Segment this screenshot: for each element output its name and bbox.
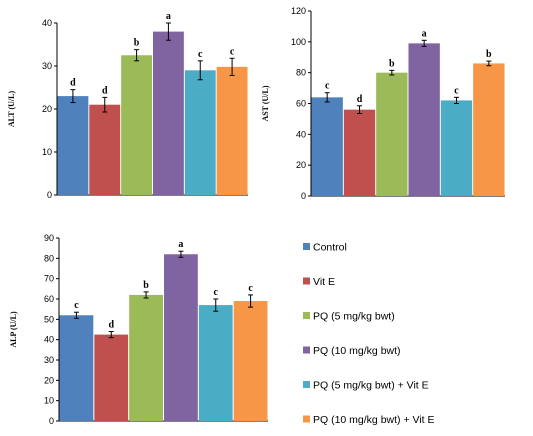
ast-bar-0 <box>311 97 343 196</box>
ast-significance-label-4: c <box>454 85 459 96</box>
ast-y-tick-label: 20 <box>296 160 306 170</box>
alp-bar-0 <box>59 315 94 421</box>
legend-label-4: PQ (5 mg/kg bwt) + Vit E <box>313 380 429 392</box>
alt-y-tick-label: 20 <box>42 104 52 114</box>
ast-significance-label-0: c <box>325 81 330 92</box>
legend-label-2: PQ (5 mg/kg bwt) <box>313 311 395 323</box>
alt-significance-label-5: c <box>230 46 235 57</box>
alp-y-tick-label: 40 <box>44 335 54 345</box>
alt-significance-label-2: b <box>134 38 140 49</box>
alt-bar-1 <box>89 104 121 195</box>
ast-bar-5 <box>473 63 505 196</box>
ast-y-tick-label: 60 <box>296 99 306 109</box>
ast-y-tick-label: 0 <box>301 191 306 201</box>
alt-y-tick-label: 0 <box>47 190 52 200</box>
alt-y-axis-label: ALT (U/L) <box>7 91 16 128</box>
alp-y-tick-label: 10 <box>44 396 54 406</box>
legend-swatch-2 <box>303 312 310 319</box>
legend-label-0: Control <box>313 242 347 254</box>
alt-bar-4 <box>184 70 216 195</box>
alt-bar-0 <box>57 96 89 195</box>
alp-significance-label-5: c <box>248 283 253 294</box>
alp-bar-5 <box>233 301 268 421</box>
ast-significance-label-2: b <box>389 58 395 69</box>
alp-y-tick-label: 50 <box>44 314 54 324</box>
ast-y-axis-label: AST (U/L) <box>261 85 270 121</box>
alp-y-tick-label: 90 <box>44 233 54 243</box>
alp-y-tick-label: 20 <box>44 375 54 385</box>
legend-label-3: PQ (10 mg/kg bwt) <box>313 345 401 357</box>
legend-swatch-1 <box>303 277 310 285</box>
ast-significance-label-1: d <box>357 94 363 105</box>
ast-y-tick-label: 120 <box>291 6 306 16</box>
alp-bar-4 <box>198 305 233 421</box>
alp-significance-label-4: c <box>214 287 219 298</box>
alt-y-tick-label: 30 <box>42 61 52 71</box>
legend-swatch-5 <box>303 415 310 423</box>
alt-y-tick-label: 40 <box>42 18 52 28</box>
ast-y-tick-label: 80 <box>296 68 306 78</box>
alp-y-tick-label: 0 <box>49 416 54 426</box>
legend-swatch-3 <box>303 346 310 354</box>
alp-significance-label-2: b <box>143 280 149 291</box>
ast-y-tick-label: 40 <box>296 129 306 139</box>
alt-bar-3 <box>152 31 184 195</box>
ast-bar-1 <box>343 109 376 196</box>
alt-chart: 0 10 20 30 40 ALT (U/L) d d b a c c <box>7 11 248 200</box>
alp-y-tick-label: 70 <box>44 274 54 284</box>
alp-y-axis-label: ALP (U/L) <box>9 311 18 348</box>
alp-significance-label-3: a <box>178 239 183 250</box>
alt-y-tick-label: 10 <box>42 147 52 157</box>
alt-significance-label-1: d <box>102 85 108 96</box>
alp-y-tick-label: 60 <box>44 294 54 304</box>
alp-significance-label-1: d <box>108 320 114 331</box>
alp-chart: 0 10 20 30 40 50 60 70 80 90 ALP (U/L) c d b a c c <box>9 233 268 426</box>
alt-significance-label-0: d <box>70 78 76 89</box>
alt-significance-label-3: a <box>166 11 171 22</box>
alt-bar-5 <box>216 66 248 195</box>
legend: Control Vit E PQ (5 mg/kg bwt) PQ (10 mg/kg… <box>303 242 434 426</box>
ast-y-tick-label: 100 <box>291 37 306 47</box>
alp-y-tick-label: 30 <box>44 355 54 365</box>
ast-bar-2 <box>376 72 408 196</box>
ast-bar-4 <box>440 100 473 196</box>
ast-chart: 0 20 40 60 80 100 120 AST (U/L) c d b a c b <box>261 6 505 201</box>
legend-swatch-4 <box>303 381 310 388</box>
alt-bar-2 <box>121 55 153 195</box>
alp-bar-3 <box>164 254 198 421</box>
alp-significance-label-0: c <box>74 300 79 311</box>
ast-significance-label-5: b <box>486 49 492 60</box>
legend-swatch-0 <box>303 243 310 250</box>
alp-bar-2 <box>129 294 163 421</box>
ast-bar-3 <box>408 43 440 196</box>
legend-label-1: Vit E <box>313 276 335 288</box>
ast-significance-label-3: a <box>422 28 427 39</box>
alp-y-tick-label: 80 <box>44 253 54 263</box>
legend-label-5: PQ (10 mg/kg bwt) + Vit E <box>313 414 434 426</box>
alt-significance-label-4: c <box>198 49 203 60</box>
alp-bar-1 <box>94 334 129 421</box>
